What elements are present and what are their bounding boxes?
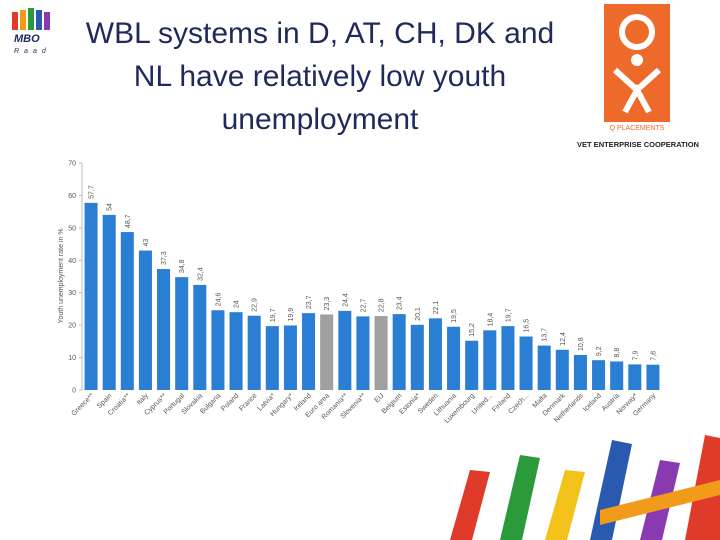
bar (84, 202, 98, 390)
logo-text: MBO (14, 33, 40, 45)
x-tick-label: Poland (220, 392, 240, 412)
x-tick-label: France (238, 392, 258, 412)
bar (356, 316, 370, 390)
value-label: 19,9 (288, 308, 295, 322)
decoration (450, 435, 720, 540)
y-axis-label: Youth unemployment rate in % (58, 228, 65, 323)
bar (573, 354, 587, 390)
x-tick-label: Italy (136, 392, 150, 406)
y-tick-label: 70 (68, 161, 76, 168)
logo-right: Q PLACEMENTS VET ENTERPRISE COOPERATION (577, 4, 699, 149)
value-label: 7,8 (650, 351, 657, 361)
value-label: 54 (107, 203, 114, 211)
value-label: 15,2 (469, 323, 476, 337)
bar (592, 360, 606, 390)
bar (610, 361, 624, 390)
value-label: 24,4 (342, 293, 349, 307)
bar (519, 336, 533, 390)
value-label: 37,3 (161, 251, 168, 265)
value-label: 13,7 (542, 328, 549, 342)
value-label: 18,4 (487, 313, 494, 327)
value-label: 10,8 (578, 337, 585, 351)
y-tick-label: 40 (68, 258, 76, 265)
bar (465, 340, 479, 390)
value-label: 19,7 (505, 308, 512, 322)
value-label: 23,3 (324, 297, 331, 311)
value-label: 48,7 (125, 214, 132, 228)
value-label: 22,7 (360, 299, 367, 313)
bar (428, 318, 442, 390)
value-label: 20,1 (415, 307, 422, 321)
title: WBL systems in D, AT, CH, DK and NL have… (85, 17, 555, 136)
value-label: 9,2 (596, 346, 603, 356)
bar (265, 326, 279, 390)
value-label: 23,4 (397, 296, 404, 310)
bar (501, 326, 515, 390)
value-label: 24 (234, 300, 241, 308)
value-label: 16,5 (524, 319, 531, 333)
y-tick-label: 0 (72, 388, 76, 395)
value-label: 8,8 (614, 348, 621, 358)
bar (175, 277, 189, 390)
value-label: 7,9 (632, 351, 639, 361)
bar (410, 324, 424, 390)
bar (247, 315, 261, 390)
bar (555, 349, 569, 390)
bar (157, 269, 171, 390)
value-label: 34,8 (179, 259, 186, 273)
value-label: 22,8 (379, 298, 386, 312)
logo-text: Raad (14, 48, 51, 55)
bar (211, 310, 225, 390)
bar (646, 364, 660, 390)
bar (193, 284, 207, 390)
y-tick-label: 30 (68, 290, 76, 297)
logo-text: VET ENTERPRISE COOPERATION (577, 140, 699, 149)
x-tick-label: Greece** (70, 392, 95, 417)
bar (283, 325, 297, 390)
value-label: 23,7 (306, 295, 313, 309)
value-label: 12,4 (560, 332, 567, 346)
bar (138, 250, 152, 390)
bar (320, 314, 334, 390)
value-label: 24,6 (215, 292, 222, 306)
bar (483, 330, 497, 390)
x-tick-label: Bulgaria (199, 392, 222, 415)
value-label: 19,5 (451, 309, 458, 323)
bar (392, 314, 406, 390)
logo-left: MBO Raad (12, 8, 51, 55)
bar (338, 310, 352, 390)
bar (102, 214, 116, 390)
bar (120, 232, 134, 390)
value-label: 19,7 (270, 308, 277, 322)
value-label: 32,4 (197, 267, 204, 281)
bar (537, 345, 551, 390)
value-label: 57,7 (89, 185, 96, 199)
y-tick-label: 10 (68, 355, 76, 362)
bar (628, 364, 642, 390)
y-tick-label: 60 (68, 193, 76, 200)
bar (374, 316, 388, 390)
value-label: 22,1 (433, 301, 440, 315)
bar (302, 313, 316, 390)
x-tick-label: Iceland (582, 392, 603, 413)
value-label: 22,9 (252, 298, 259, 312)
logo-text: Q PLACEMENTS (610, 125, 665, 132)
y-tick-label: 20 (68, 323, 76, 330)
y-tick-label: 50 (68, 225, 76, 232)
bar (447, 326, 461, 390)
bar (229, 312, 243, 390)
value-label: 43 (143, 239, 150, 247)
x-tick-label: EU (374, 392, 386, 404)
